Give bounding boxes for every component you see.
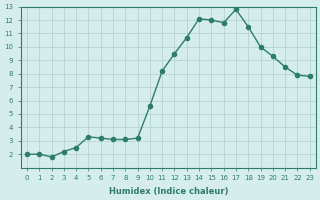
X-axis label: Humidex (Indice chaleur): Humidex (Indice chaleur)	[108, 187, 228, 196]
